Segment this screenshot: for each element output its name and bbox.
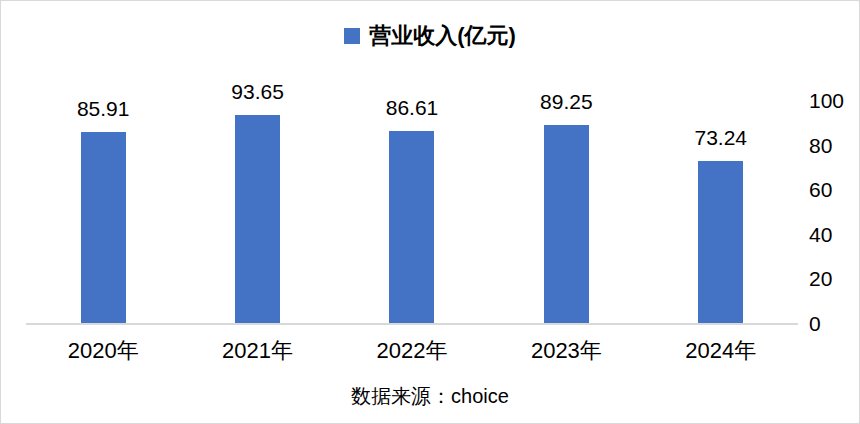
bar	[698, 161, 743, 324]
y-axis-tick-60: 60	[809, 177, 857, 203]
x-axis-label-2020年: 2020年	[26, 337, 180, 365]
bar-group-2024年: 73.24	[644, 126, 798, 324]
source-note: 数据来源：choice	[1, 383, 859, 409]
legend: 营业收入(亿元)	[1, 23, 859, 49]
legend-swatch-icon	[344, 28, 360, 44]
y-axis-tick-80: 80	[809, 133, 857, 159]
x-axis-label-2022年: 2022年	[335, 337, 489, 365]
bar-group-2021年: 93.65	[180, 80, 334, 324]
bar-group-2023年: 89.25	[489, 90, 643, 324]
bar	[389, 131, 434, 324]
y-axis-tick-0: 0	[809, 311, 857, 337]
bar-value-label: 93.65	[231, 80, 284, 103]
x-axis-label-2021年: 2021年	[180, 337, 334, 365]
plot-area: 85.9193.6586.6189.2573.24	[26, 101, 798, 324]
y-axis-tick-100: 100	[809, 88, 857, 114]
y-axis-tick-40: 40	[809, 222, 857, 248]
x-axis-label-2024年: 2024年	[644, 337, 798, 365]
bar-group-2022年: 86.61	[335, 96, 489, 324]
x-axis-line	[26, 323, 798, 325]
legend-label: 营业收入(亿元)	[369, 23, 516, 49]
y-axis-tick-20: 20	[809, 266, 857, 292]
bar-value-label: 73.24	[695, 126, 748, 149]
x-axis-label-2023年: 2023年	[489, 337, 643, 365]
bar	[544, 125, 589, 324]
bar	[235, 115, 280, 324]
bar	[81, 132, 126, 324]
bar-group-2020年: 85.91	[26, 97, 180, 324]
bar-value-label: 86.61	[386, 96, 439, 119]
bar-value-label: 85.91	[77, 97, 130, 120]
chart-frame: 营业收入(亿元) 85.9193.6586.6189.2573.24 02040…	[0, 0, 860, 424]
bar-value-label: 89.25	[540, 90, 593, 113]
